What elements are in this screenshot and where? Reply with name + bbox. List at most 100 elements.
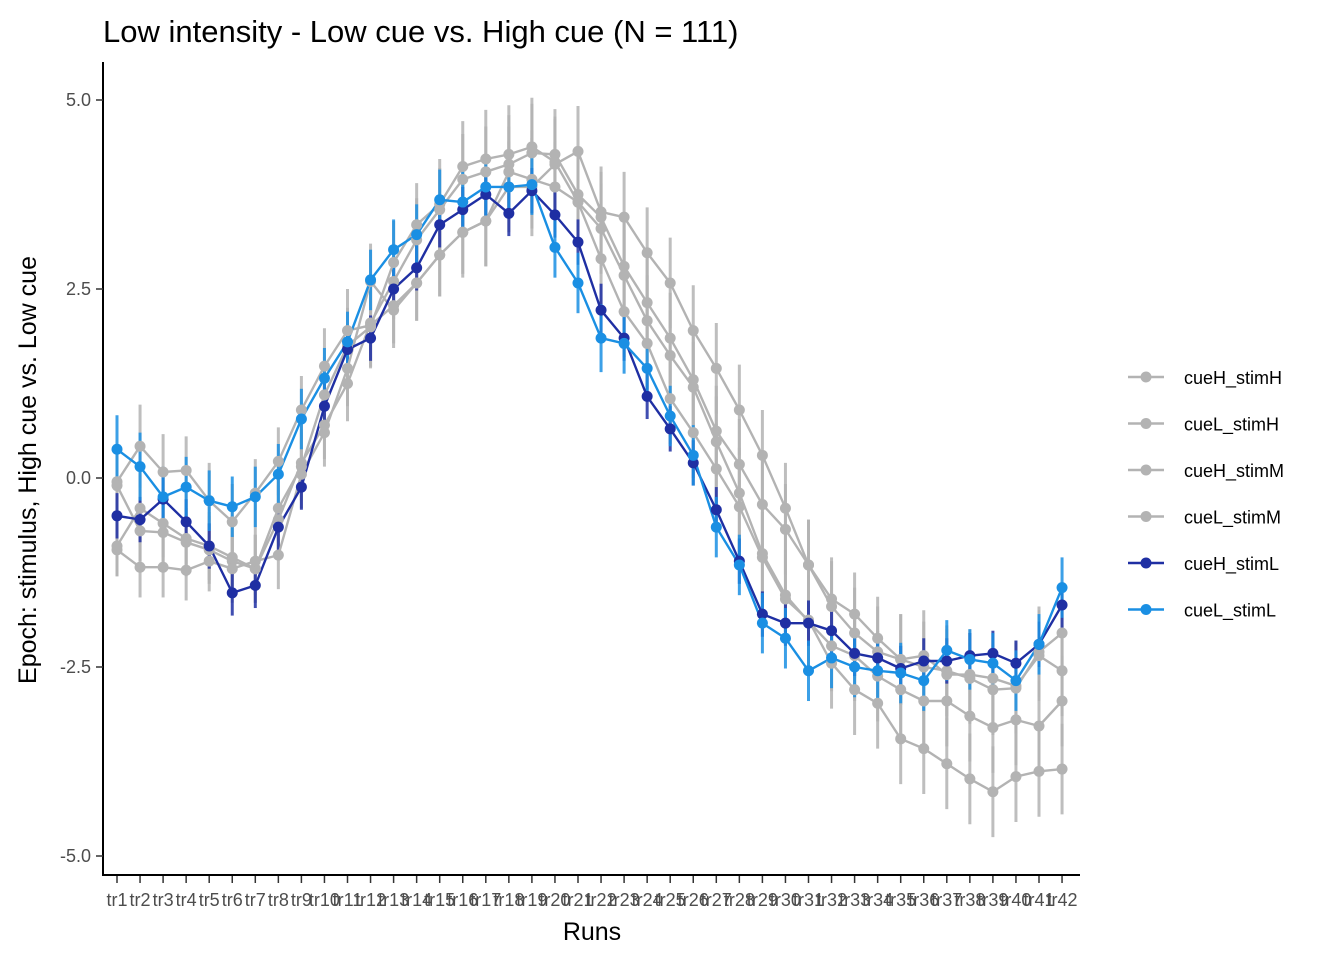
data-point bbox=[411, 262, 423, 274]
data-point bbox=[641, 247, 653, 259]
data-point bbox=[457, 173, 469, 185]
data-point bbox=[1010, 682, 1022, 694]
legend-label: cueH_stimH bbox=[1184, 368, 1282, 389]
x-tick-label: tr28 bbox=[724, 890, 755, 910]
data-point bbox=[157, 466, 169, 478]
data-point bbox=[549, 156, 561, 168]
x-tick-label: tr3 bbox=[153, 890, 174, 910]
data-point bbox=[226, 563, 238, 575]
data-point bbox=[226, 501, 238, 513]
data-point bbox=[480, 189, 492, 200]
data-point bbox=[203, 555, 215, 567]
data-point bbox=[779, 502, 791, 514]
data-point bbox=[1056, 665, 1068, 677]
data-point bbox=[1056, 599, 1068, 611]
data-point bbox=[618, 269, 630, 281]
data-point bbox=[572, 277, 584, 289]
data-point bbox=[272, 514, 284, 526]
data-point bbox=[987, 786, 999, 798]
series-line-cueL_stimL bbox=[116, 183, 1064, 682]
data-point bbox=[618, 211, 630, 223]
data-point bbox=[641, 337, 653, 349]
data-point bbox=[710, 362, 722, 374]
data-point bbox=[872, 632, 884, 644]
data-point bbox=[941, 644, 953, 656]
data-point bbox=[987, 647, 999, 659]
data-point bbox=[549, 148, 561, 160]
data-point bbox=[180, 464, 192, 476]
data-point bbox=[434, 194, 446, 206]
data-point bbox=[803, 559, 814, 571]
x-tick-label: tr14 bbox=[401, 890, 432, 910]
data-point bbox=[249, 563, 261, 575]
data-point bbox=[618, 306, 630, 318]
data-point bbox=[595, 332, 607, 344]
data-point bbox=[710, 504, 722, 516]
data-point bbox=[503, 181, 515, 193]
data-point bbox=[272, 468, 284, 480]
data-point bbox=[641, 297, 653, 309]
x-tick-label: tr37 bbox=[931, 890, 962, 910]
x-tick-label: tr7 bbox=[245, 890, 266, 910]
data-point bbox=[249, 491, 261, 503]
legend-label: cueH_stimL bbox=[1184, 554, 1279, 575]
data-point bbox=[1033, 638, 1045, 650]
series-line-cueH_stimL bbox=[116, 189, 1064, 670]
data-point bbox=[134, 440, 146, 452]
data-point bbox=[895, 667, 907, 679]
legend-key-point bbox=[1140, 371, 1152, 383]
data-point bbox=[710, 436, 722, 448]
data-point bbox=[549, 241, 561, 253]
data-point bbox=[503, 158, 515, 170]
x-tick-label: tr36 bbox=[908, 890, 939, 910]
legend-label: cueH_stimM bbox=[1184, 461, 1284, 482]
data-point bbox=[733, 404, 745, 416]
data-point bbox=[733, 501, 745, 513]
data-point bbox=[1033, 646, 1045, 658]
data-point bbox=[342, 378, 353, 389]
x-tick-label: tr32 bbox=[816, 890, 847, 910]
data-point bbox=[664, 423, 676, 435]
data-point bbox=[710, 521, 722, 533]
data-point bbox=[618, 337, 630, 349]
data-point bbox=[295, 468, 307, 480]
data-point bbox=[111, 510, 123, 522]
data-point bbox=[664, 393, 676, 405]
data-point bbox=[411, 229, 423, 241]
data-point bbox=[849, 661, 861, 673]
data-point bbox=[779, 593, 791, 605]
data-point bbox=[918, 695, 930, 707]
x-tick-label: tr1 bbox=[106, 890, 127, 910]
data-point bbox=[134, 514, 146, 526]
data-point bbox=[826, 652, 838, 664]
data-point bbox=[342, 325, 353, 337]
x-tick-label: tr42 bbox=[1047, 890, 1078, 910]
data-point bbox=[526, 179, 538, 191]
data-point bbox=[641, 315, 653, 327]
y-tick-label: 5.0 bbox=[66, 90, 91, 110]
data-point bbox=[457, 204, 469, 216]
data-point bbox=[1033, 720, 1045, 732]
legend-key-point bbox=[1140, 418, 1152, 429]
data-point bbox=[272, 549, 284, 561]
data-point bbox=[572, 145, 584, 157]
data-point bbox=[664, 277, 676, 289]
data-point bbox=[895, 653, 907, 665]
x-tick-label: tr39 bbox=[977, 890, 1008, 910]
data-point bbox=[964, 710, 976, 722]
data-point bbox=[480, 153, 492, 165]
x-tick-label: tr21 bbox=[562, 890, 593, 910]
x-tick-label: tr40 bbox=[1000, 890, 1031, 910]
data-point bbox=[526, 141, 538, 153]
x-tick-label: tr25 bbox=[655, 890, 686, 910]
data-point bbox=[595, 304, 607, 316]
data-point bbox=[826, 625, 838, 637]
data-point bbox=[872, 665, 884, 677]
data-point bbox=[226, 516, 238, 528]
data-point bbox=[1056, 582, 1068, 594]
data-point bbox=[941, 758, 953, 770]
x-tick-label: tr4 bbox=[176, 890, 197, 910]
data-point bbox=[1056, 763, 1068, 775]
data-point bbox=[1010, 714, 1022, 726]
